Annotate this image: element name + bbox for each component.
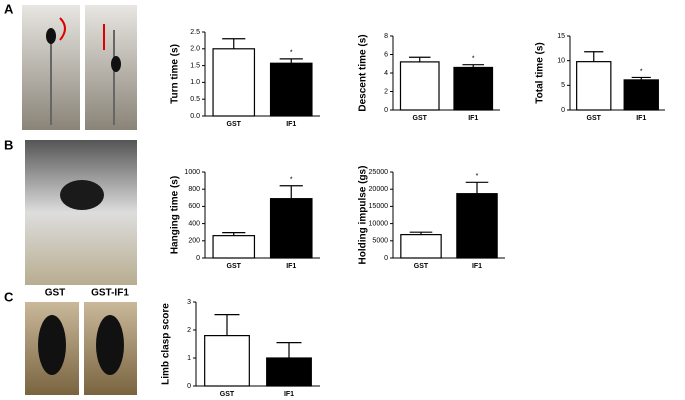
y-tick-label: 0.5 (190, 96, 200, 103)
y-tick-label: 0 (384, 255, 388, 262)
y-tick-label: 2 (384, 88, 388, 95)
y-tick-label: 1.0 (190, 79, 200, 86)
x-tick-label: GST (587, 115, 602, 122)
y-tick-label: 10000 (369, 220, 389, 227)
arrow (59, 17, 66, 41)
y-tick-label: 200 (188, 238, 200, 245)
photo (25, 140, 137, 285)
x-tick-label: GST (227, 263, 242, 270)
bar (266, 357, 312, 387)
y-tick-label: 3 (187, 299, 191, 306)
significance: * (290, 50, 293, 57)
bar (212, 48, 256, 117)
y-tick-label: 2 (187, 327, 191, 334)
y-tick-label: 1000 (184, 169, 200, 176)
y-tick-label: 0 (196, 255, 200, 262)
photo (85, 5, 137, 130)
x-tick-label: GST (220, 391, 235, 398)
y-tick-label: 4 (384, 70, 388, 77)
bar (399, 61, 440, 111)
y-tick-label: 6 (384, 51, 388, 58)
y-axis-label: Hanging time (s) (170, 176, 181, 254)
mouse (60, 180, 104, 210)
y-tick-label: 15 (557, 33, 565, 40)
y-axis-label: Turn time (s) (170, 44, 181, 104)
y-tick-label: 5 (561, 82, 565, 89)
y-tick-label: 600 (188, 203, 200, 210)
y-tick-label: 5000 (372, 238, 388, 245)
y-tick-label: 10 (557, 58, 565, 65)
significance: * (472, 56, 475, 63)
significance: * (476, 173, 479, 180)
y-tick-label: 0 (561, 107, 565, 114)
y-tick-label: 2.0 (190, 46, 200, 53)
x-tick-label: GST (414, 263, 429, 270)
photo-label: GST (45, 288, 66, 299)
panel-label: A (4, 1, 14, 16)
bar (456, 193, 498, 259)
x-tick-label: IF1 (286, 121, 296, 128)
x-tick-label: IF1 (468, 115, 478, 122)
y-tick-label: 0 (384, 107, 388, 114)
bar (400, 234, 442, 259)
significance: * (640, 68, 643, 75)
mouse (111, 56, 121, 72)
x-tick-label: GST (227, 121, 242, 128)
y-tick-label: 0.0 (190, 113, 200, 120)
y-axis-label: Holding impulse (gs) (358, 166, 369, 265)
x-tick-label: IF1 (284, 391, 294, 398)
y-tick-label: 400 (188, 220, 200, 227)
y-tick-label: 20000 (369, 186, 389, 193)
mouse (96, 315, 124, 375)
significance: * (290, 177, 293, 184)
y-tick-label: 2.5 (190, 29, 200, 36)
bar (204, 335, 250, 387)
x-tick-label: IF1 (286, 263, 296, 270)
y-tick-label: 25000 (369, 169, 389, 176)
y-axis-label: Limb clasp score (161, 303, 172, 385)
y-tick-label: 1 (187, 355, 191, 362)
bar (576, 61, 612, 111)
y-tick-label: 800 (188, 186, 200, 193)
y-tick-label: 1.5 (190, 62, 200, 69)
bar (212, 235, 256, 259)
bar (453, 66, 494, 111)
y-axis-label: Total time (s) (535, 42, 546, 103)
y-axis-label: Descent time (s) (358, 34, 369, 111)
panel-label: B (4, 137, 13, 152)
panel-label: C (4, 289, 14, 304)
bar (269, 198, 313, 259)
y-tick-label: 15000 (369, 203, 389, 210)
photo-label: GST-IF1 (91, 288, 129, 299)
mouse (46, 28, 56, 44)
x-tick-label: GST (413, 115, 428, 122)
y-tick-label: 0 (187, 383, 191, 390)
x-tick-label: IF1 (472, 263, 482, 270)
x-tick-label: IF1 (636, 115, 646, 122)
bar (269, 62, 313, 117)
mouse (38, 315, 66, 375)
bar (623, 79, 659, 111)
y-tick-label: 8 (384, 33, 388, 40)
